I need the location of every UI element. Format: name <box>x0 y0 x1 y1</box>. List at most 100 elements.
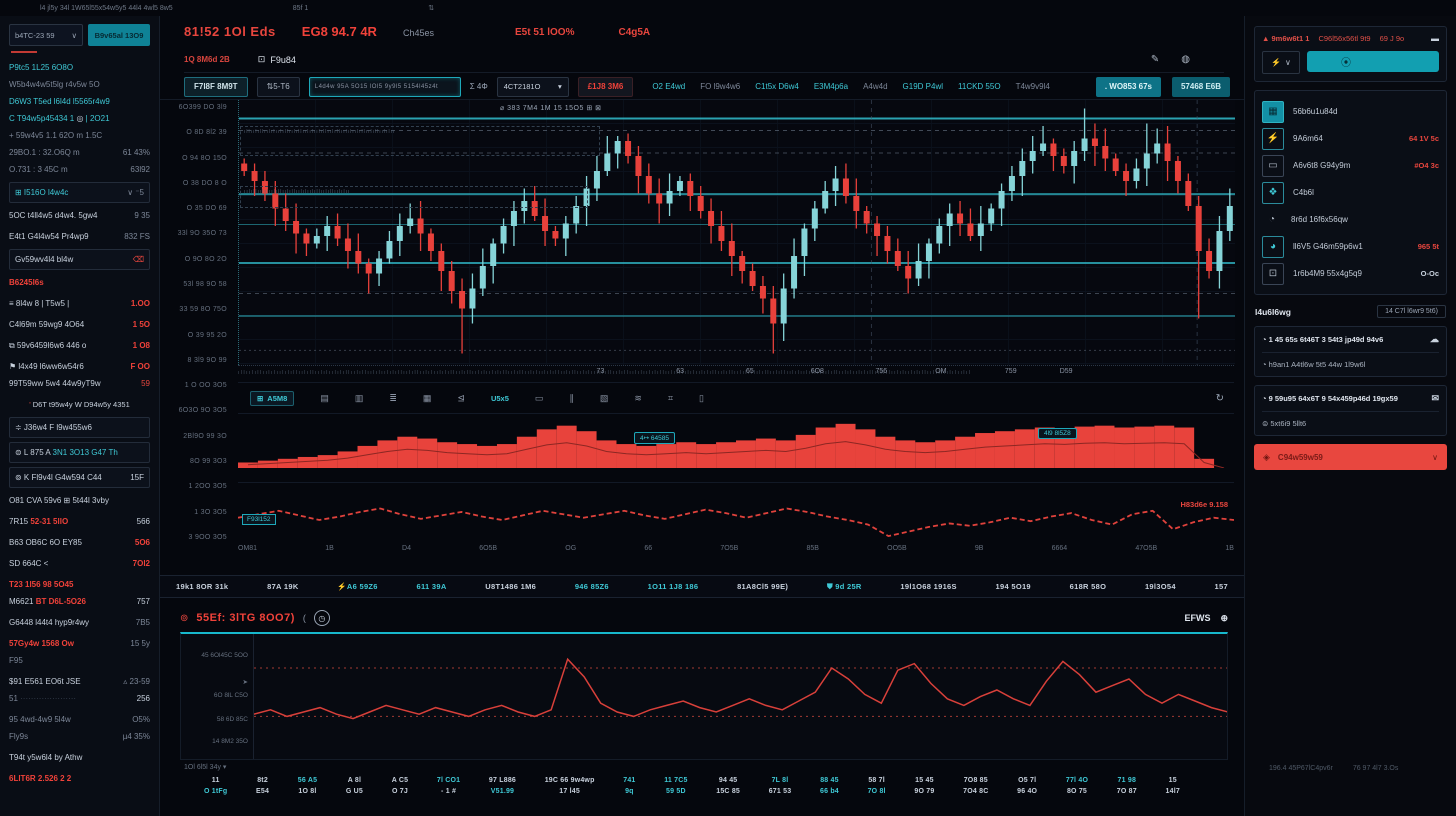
volume-chip[interactable]: 4l9 8l5Z8 <box>1038 428 1077 439</box>
watchlist-row[interactable]: F95 <box>9 652 150 669</box>
watchlist-row[interactable]: E4t1 G4l4w54 Pr4wp9 832 FS <box>9 228 150 245</box>
candlestick-chart[interactable] <box>238 100 1235 365</box>
watchlist-row[interactable]: B63 OB6C 6O EY85 5O6 <box>9 534 150 551</box>
watchlist-row[interactable]: ≡ 8l4w 8 | T5w5 | 1.OO <box>9 295 150 312</box>
timeline-strip[interactable]: ıllıılıllıılılıılılıllıılıllıılılıılılıl… <box>238 365 1234 383</box>
toolbar-link[interactable]: FO l9w4w6 <box>700 82 741 91</box>
watchlist-row[interactable]: W5b4w4w5t5lg r4v5w 5O <box>9 76 150 93</box>
tool-icon[interactable]: ▭ <box>534 392 544 403</box>
watchlist-row[interactable]: D6W3 T5ed l6l4d l5565r4w9 <box>9 93 150 110</box>
chevron-down-icon[interactable]: ▾ <box>557 82 562 91</box>
watchlist-row[interactable]: 57Gy4w 1568 Ow 15 5y <box>9 635 150 652</box>
watchlist-row[interactable]: ⧉ 59v6459l6w6 446 o 1 O8 <box>9 337 150 354</box>
watchlist-row[interactable]: 51 ····················· 256 <box>9 690 150 707</box>
indicator-chip[interactable]: ⊞ A5M8 <box>250 390 295 406</box>
indicator-search-input[interactable]: L4d4w 95A 5O15 lOl5 9y9l5 5154l45z4t <box>308 76 461 97</box>
toolbar-link[interactable]: T4w9v9l4 <box>1015 82 1050 91</box>
watchlist-row[interactable]: + 59w4v5 1.1 62O m 1.5C <box>9 127 150 144</box>
watchlist-row[interactable]: 7R15 52-31 5llO 566 <box>9 513 150 530</box>
toolbar-link[interactable]: 11CKD 55O <box>958 82 1001 91</box>
rsi-chart[interactable] <box>238 482 1234 545</box>
menu-item[interactable]: ⊡ 1r6b4M9 55x4g5q9 O-Oc <box>1262 260 1439 287</box>
watchlist-row[interactable]: M6621 BT D6L-5O26 757 <box>9 593 150 610</box>
watchlist-row[interactable]: Gv59wv4l4 bl4w ⌫ <box>9 249 150 270</box>
interval-button[interactable]: ⇅5-T6 <box>256 76 300 97</box>
pencil-icon[interactable]: ✎ <box>1150 54 1160 65</box>
watchlist-row[interactable]: O81 CVA 59v6 ⊞ 5t44l 3vby <box>9 492 150 509</box>
price-pane[interactable]: ⌀ 383 7M4 1M 15 15O5 ⊞ ⊠ ıllıılıllıılılı… <box>238 100 1235 365</box>
cloud-icon[interactable]: ☁ <box>1430 334 1439 344</box>
watchlist-row[interactable]: C T94w5p45434 1 ◎ | 2O21 <box>9 110 150 127</box>
trade-button[interactable]: 57468 E6B <box>1171 76 1230 97</box>
toolbar-link[interactable]: G19D P4wl <box>902 82 944 91</box>
tool-icon[interactable]: ∥ <box>569 392 574 403</box>
sell-button[interactable]: £1J8 3M6 <box>577 76 634 97</box>
tool-icon[interactable]: ▯ <box>699 392 704 403</box>
reveal-button[interactable]: B9v65al 13O9 <box>88 24 150 46</box>
watchlist-row[interactable]: ⊞ I516O l4w4c ∨ ⁻5 <box>9 182 150 203</box>
watchlist-row[interactable]: ⊚ K Fl9v4l G4w594 C44 15F <box>9 467 150 488</box>
watchlist-row[interactable]: O.731 : 3 45C m 63l92 <box>9 161 150 178</box>
tool-icon[interactable]: ≣ <box>389 392 397 403</box>
plus-circle-icon[interactable]: ⊕ <box>1220 612 1228 623</box>
watchlist-row[interactable]: 29BO.1 : 32.O6Q m 61 43% <box>9 144 150 161</box>
watchlist-row[interactable]: T94t y5w6l4 by Athw <box>9 749 150 766</box>
watchlist-row[interactable]: T23 1l56 98 5O45 <box>9 576 150 593</box>
volume-chip[interactable]: 4↦ 64585 <box>634 432 675 444</box>
buy-button[interactable]: . WO853 67s <box>1095 76 1161 97</box>
alert-card[interactable]: ◔ 1 45 65s 6t46T 3 54t3 jp49d 94v6 ☁ ◔ h9a… <box>1254 326 1447 377</box>
swap-icon[interactable]: ⇅ <box>428 5 435 12</box>
watchlist-row[interactable]: ' D6T t95w4y W D94w5y 4351 <box>9 396 150 413</box>
toolbar-link[interactable]: E3M4p6a <box>813 82 849 91</box>
primary-action-button[interactable]: ⦿ <box>1307 51 1439 72</box>
indicator-chart[interactable] <box>253 634 1227 758</box>
watchlist-row[interactable]: 99T59ww 5w4 44w9yT9w 59 <box>9 375 150 392</box>
tab-futures[interactable]: ⊡ F9u84 <box>258 54 296 65</box>
watchlist-row[interactable]: 6LlT6R 2.526 2 2 <box>9 770 150 787</box>
tool-icon[interactable]: ▦ <box>422 392 432 403</box>
chat-icon[interactable]: ◍ <box>1181 54 1190 65</box>
mail-icon[interactable]: ✉ <box>1431 393 1439 403</box>
menu-item[interactable]: ▦ 56b6u1u84d <box>1262 98 1439 125</box>
disconnect-button[interactable]: ◈ C94w59w59 ∨ <box>1254 444 1447 470</box>
warning-chip[interactable]: 14 C7l l6wr9 5t6) <box>1377 305 1446 318</box>
watchlist-row[interactable]: B6245l6s <box>9 274 150 291</box>
tool-icon[interactable]: ▥ <box>354 392 364 403</box>
tool-icon[interactable]: ▧ <box>599 392 609 403</box>
menu-item[interactable]: ◕ ll6V5 G46m59p6w1 965 5t <box>1262 233 1439 260</box>
indicator-box[interactable]: 45 6Ol45C 5OO ➤ 6O 8lL C5O 58 6D 85C 14 8M2 … <box>180 632 1228 760</box>
volume-chart[interactable] <box>238 414 1234 468</box>
watchlist-row[interactable]: Fly9s µ4 35% <box>9 728 150 745</box>
watchlist-row[interactable]: P9tc5 1L25 6O8O <box>9 59 150 76</box>
watchlist-row[interactable]: SD 664C < 7Ol2 <box>9 555 150 572</box>
toolbar-link[interactable]: C1t5x D6w4 <box>755 82 799 91</box>
watchlist-row[interactable]: $91 E561 EO6t JSE ▵ 23-59 <box>9 673 150 690</box>
watchlist-row[interactable]: 95 4wd-4w9 5l4w O5% <box>9 711 150 728</box>
chart-plot[interactable]: ⌀ 383 7M4 1M 15 15O5 ⊞ ⊠ ıllıılıllıılılı… <box>238 100 1235 545</box>
menu-item[interactable]: ⚡ 9A6m64 64 1V 5c <box>1262 125 1439 152</box>
toolbar-link[interactable]: O2 E4wd <box>652 82 686 91</box>
tool-icon[interactable]: ▤ <box>320 392 329 403</box>
watchlist-row[interactable]: ⊜ L 875 A 3N1 3O13 G47 Th <box>9 442 150 463</box>
watchlist-row[interactable]: ≑ J36w4 F l9w455w6 <box>9 417 150 438</box>
period-selector[interactable]: 1Ol 6l5l 34y ▾ <box>184 764 227 771</box>
watchlist-row[interactable]: G6448 l44t4 hyp9r4wy 7B5 <box>9 614 150 631</box>
menu-item[interactable]: ❖ C4b6l <box>1262 179 1439 206</box>
chevron-down-icon[interactable]: ∨ <box>71 30 78 40</box>
menu-item[interactable]: ◔ 8r6d 16f6x56qw <box>1262 206 1439 233</box>
watchlist-row[interactable]: ⚑ l4x49 l6ww6w54r6 F OO <box>9 358 150 375</box>
clock-icon[interactable]: ◷ <box>313 610 330 626</box>
toolbar-link[interactable]: A4w4d <box>863 82 888 91</box>
volume-pane[interactable]: 4↦ 64585 4l9 8l5Z8 <box>238 414 1234 468</box>
quantity-stepper[interactable]: 4CT2181O ▾ <box>496 76 569 97</box>
menu-item[interactable]: ▭ A6v6t8 G94y9m #O4 3c <box>1262 152 1439 179</box>
watchlist-row[interactable]: C4l69m 59wg9 4O64 1 5O <box>9 316 150 333</box>
rsi-pane[interactable]: F93l152 H83d6e 9.158 <box>238 482 1234 545</box>
note-icons[interactable]: ⊞ ⊠ <box>586 105 602 112</box>
tool-icon[interactable]: ⌗ <box>667 392 674 403</box>
symbol-search-input[interactable]: b4TC-23 59 ∨ <box>9 24 83 46</box>
refresh-icon[interactable]: ↻ <box>1215 392 1224 404</box>
minimize-icon[interactable]: ▬ <box>1431 34 1439 43</box>
alert-card[interactable]: ◔ 9 59u95 64x6T 9 54x459p46d 19gx59 ✉ ⊜ 5x… <box>1254 385 1447 436</box>
order-type-button[interactable]: F7l8F 8M9T <box>184 76 248 97</box>
